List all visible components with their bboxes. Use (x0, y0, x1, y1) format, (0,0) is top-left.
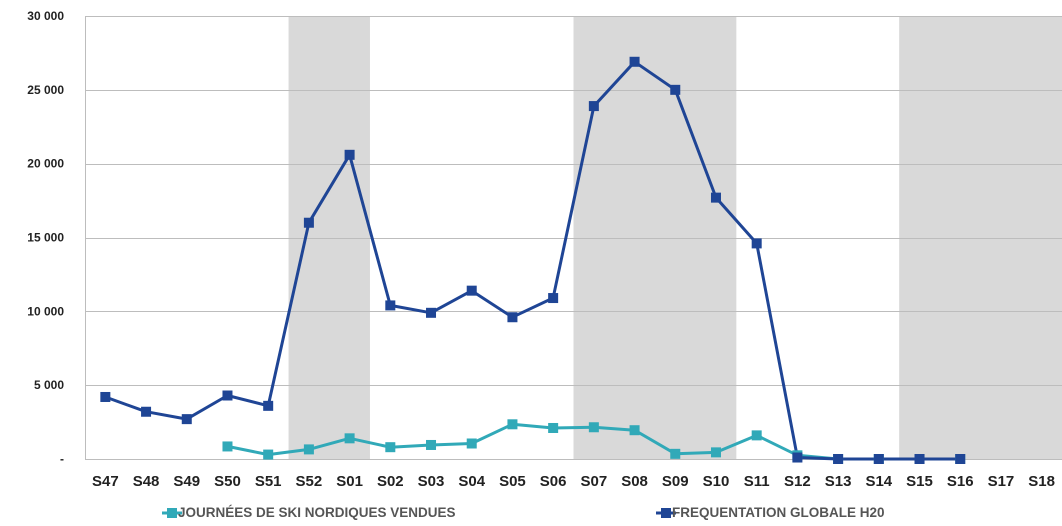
data-point-frequentation-globale-h20-s01 (344, 149, 355, 160)
data-point-journees-de-ski-nordiques-vendues-s09 (670, 448, 681, 459)
data-point-frequentation-globale-h20-s02 (385, 300, 396, 311)
x-tick-label-s04: S04 (458, 473, 485, 490)
y-tick-label: - (60, 452, 64, 466)
data-point-journees-de-ski-nordiques-vendues-s03 (426, 439, 437, 450)
series-lines (104, 60, 961, 461)
series-markers (100, 56, 966, 464)
x-tick-label-s01: S01 (336, 473, 363, 490)
x-tick-label-s17: S17 (988, 473, 1015, 490)
data-point-frequentation-globale-h20-s49 (181, 414, 192, 425)
y-axis-ticks: - 5 000 10 000 15 000 20 000 25 000 30 000 (27, 9, 64, 466)
x-tick-label-s13: S13 (825, 473, 852, 490)
x-tick-label-s51: S51 (255, 473, 282, 490)
x-tick-label-s07: S07 (581, 473, 608, 490)
y-tick-label: 10 000 (27, 304, 64, 318)
x-tick-label-s06: S06 (540, 473, 567, 490)
y-tick-label: 20 000 (27, 157, 64, 171)
data-point-journees-de-ski-nordiques-vendues-s01 (344, 433, 355, 444)
data-point-journees-de-ski-nordiques-vendues-s52 (303, 444, 314, 455)
data-point-journees-de-ski-nordiques-vendues-s10 (710, 447, 721, 458)
data-point-frequentation-globale-h20-s04 (466, 285, 477, 296)
data-point-journees-de-ski-nordiques-vendues-s05 (507, 419, 518, 430)
shaded-period-1 (288, 16, 370, 459)
x-tick-label-s14: S14 (865, 473, 892, 490)
legend-marker-journees-de-ski-nordiques-vendues (167, 508, 177, 518)
data-point-frequentation-globale-h20-s13 (833, 454, 844, 464)
x-tick-label-s16: S16 (947, 473, 974, 490)
data-point-frequentation-globale-h20-s06 (548, 293, 559, 304)
x-tick-label-s12: S12 (784, 473, 811, 490)
data-point-frequentation-globale-h20-s15 (914, 454, 925, 464)
data-point-journees-de-ski-nordiques-vendues-s11 (751, 430, 762, 441)
x-tick-label-s50: S50 (214, 473, 241, 490)
data-point-frequentation-globale-h20-s05 (507, 312, 518, 323)
data-point-frequentation-globale-h20-s09 (670, 84, 681, 95)
data-point-journees-de-ski-nordiques-vendues-s50 (222, 441, 233, 452)
data-point-journees-de-ski-nordiques-vendues-s07 (588, 422, 599, 433)
data-point-frequentation-globale-h20-s52 (303, 217, 314, 228)
data-point-frequentation-globale-h20-s50 (222, 390, 233, 401)
legend-marker-frequentation-globale-h20 (661, 508, 671, 518)
x-tick-label-s09: S09 (662, 473, 689, 490)
x-tick-label-s05: S05 (499, 473, 526, 490)
x-tick-label-s18: S18 (1028, 473, 1055, 490)
data-point-journees-de-ski-nordiques-vendues-s08 (629, 425, 640, 436)
series-line-frequentation-globale-h20 (104, 60, 961, 461)
legend: JOURNÉES DE SKI NORDIQUES VENDUES FREQUEN… (162, 505, 885, 520)
y-tick-label: 30 000 (27, 9, 64, 23)
data-point-frequentation-globale-h20-s03 (426, 307, 437, 318)
legend-label-frequentation-globale-h20: FREQUENTATION GLOBALE H20 (672, 505, 885, 520)
y-tick-label: 5 000 (34, 378, 64, 392)
data-point-journees-de-ski-nordiques-vendues-s02 (385, 442, 396, 453)
x-tick-label-s49: S49 (173, 473, 200, 490)
data-point-frequentation-globale-h20-s14 (873, 454, 884, 464)
x-tick-label-s52: S52 (296, 473, 323, 490)
x-tick-label-s11: S11 (744, 473, 770, 490)
x-tick-label-s02: S02 (377, 473, 404, 490)
x-tick-label-s03: S03 (418, 473, 445, 490)
data-point-frequentation-globale-h20-s16 (955, 454, 966, 464)
grid-lines (85, 16, 1062, 460)
shaded-period-3 (899, 16, 1062, 459)
x-tick-label-s47: S47 (92, 473, 119, 490)
data-point-frequentation-globale-h20-s47 (100, 391, 111, 402)
data-point-frequentation-globale-h20-s10 (710, 192, 721, 203)
data-point-journees-de-ski-nordiques-vendues-s04 (466, 438, 477, 449)
data-point-journees-de-ski-nordiques-vendues-s06 (548, 422, 559, 433)
x-tick-label-s15: S15 (906, 473, 933, 490)
data-point-frequentation-globale-h20-s48 (141, 406, 152, 417)
x-tick-label-s10: S10 (703, 473, 730, 490)
y-tick-label: 25 000 (27, 83, 64, 97)
data-point-frequentation-globale-h20-s11 (751, 238, 762, 249)
legend-label-journees-de-ski-nordiques-vendues: JOURNÉES DE SKI NORDIQUES VENDUES (178, 505, 456, 520)
x-tick-label-s48: S48 (133, 473, 160, 490)
data-point-frequentation-globale-h20-s51 (263, 400, 274, 411)
y-tick-label: 15 000 (27, 231, 64, 245)
x-axis-ticks: S47 S48 S49 S50 S51 S52 S01 S02 S03 S04 S05 S06 S07 S… (92, 473, 1055, 490)
shaded-period-2 (573, 16, 737, 459)
data-point-frequentation-globale-h20-s12 (792, 452, 803, 463)
shaded-periods (288, 16, 1062, 459)
data-point-frequentation-globale-h20-s08 (629, 56, 640, 67)
data-point-frequentation-globale-h20-s07 (588, 101, 599, 112)
data-point-journees-de-ski-nordiques-vendues-s51 (263, 449, 274, 460)
x-tick-label-s08: S08 (621, 473, 648, 490)
